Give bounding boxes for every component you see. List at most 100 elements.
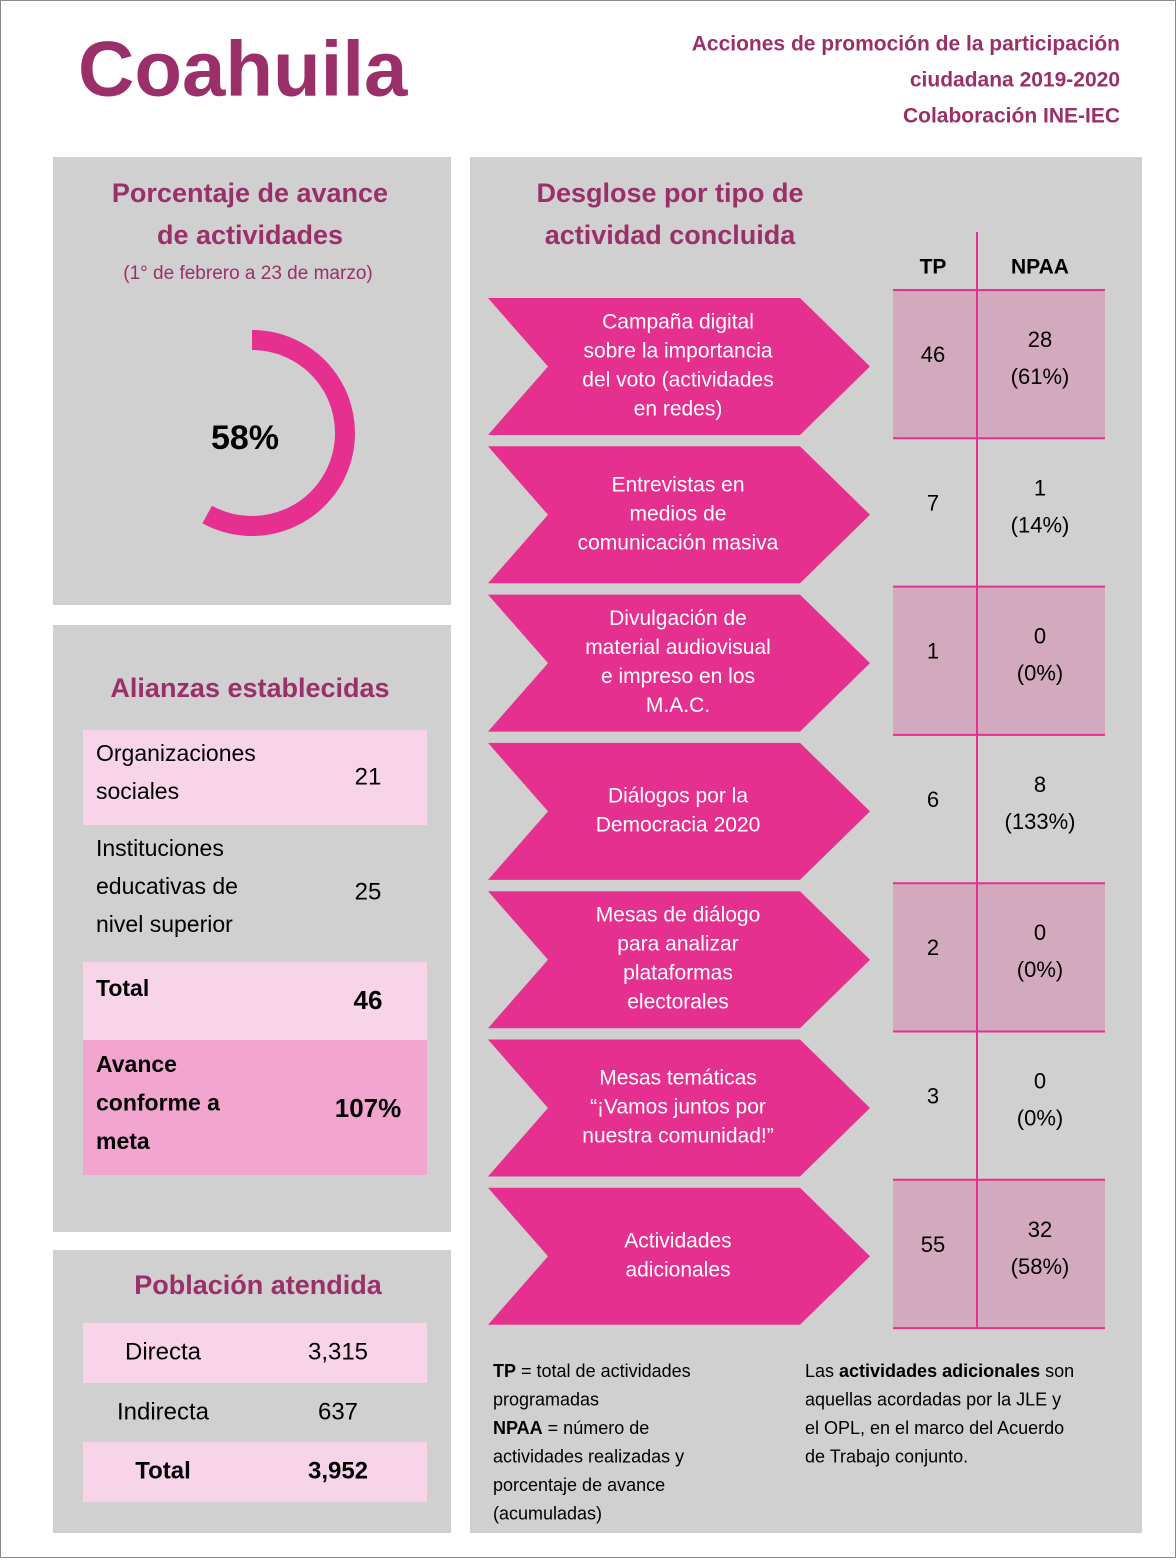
activity-label: Entrevistas en [611,473,744,496]
activity-label: Mesas de diálogo [596,904,761,927]
alliance-row-bg [83,962,427,1040]
note-line: TP = total de actividades [493,1361,691,1381]
population-label: Indirecta [117,1398,210,1425]
note-text: actividades realizadas y [493,1446,684,1466]
header-subtitle: Acciones de promoción de la participació… [692,33,1120,56]
note-text: (acumuladas) [493,1503,602,1523]
note-text: Las [805,1361,839,1381]
activity-label: nuestra comunidad!” [582,1125,773,1148]
activity-label: del voto (actividades [582,369,773,392]
population-title: Población atendida [134,1270,383,1300]
activity-label: electorales [627,991,729,1014]
npaa-value: 0 [1034,1068,1046,1093]
alliance-value: 21 [355,763,382,790]
npaa-value: 8 [1034,772,1046,797]
column-header: NPAA [1011,256,1069,279]
tp-value: 46 [921,342,945,367]
tp-value: 7 [927,490,939,515]
alliances-title: Alianzas establecidas [110,673,389,703]
population-row-bg [83,1442,427,1502]
note-text: NPAA [493,1418,543,1438]
activity-label: Diálogos por la [608,784,748,807]
cell-bg [893,586,1105,735]
activity-arrow [488,446,870,584]
note-text: programadas [493,1389,599,1409]
alliance-value: 25 [355,878,382,905]
npaa-value: 1 [1034,475,1046,500]
note-line: porcentaje de avance [493,1475,665,1495]
note-text: el OPL, en el marco del Acuerdo [805,1418,1064,1438]
tp-value: 55 [921,1232,945,1257]
activity-label: Actividades [624,1229,731,1252]
npaa-value: 0 [1034,920,1046,945]
npaa-value: (0%) [1017,957,1063,982]
alliance-label: Total [96,975,149,1001]
activity-label: medios de [630,502,727,525]
npaa-value: 28 [1028,327,1052,352]
note-text: aquellas acordadas por la JLE y [805,1389,1061,1409]
alliance-value: 107% [335,1093,402,1123]
note-text: TP [493,1361,516,1381]
population-label: Directa [125,1338,202,1365]
activity-arrow [488,1039,870,1177]
note-text: son [1040,1361,1074,1381]
population-value: 3,952 [308,1457,368,1484]
tp-value: 2 [927,935,939,960]
npaa-value: (0%) [1017,661,1063,686]
npaa-value: 0 [1034,624,1046,649]
npaa-value: (14%) [1011,512,1070,537]
page-title: Coahuila [78,25,408,113]
note-line: Las actividades adicionales son [805,1361,1074,1381]
alliance-label: Organizaciones [96,740,256,766]
activity-label: Divulgación de [609,607,747,630]
alliance-label: Avance [96,1051,177,1077]
npaa-value: (58%) [1011,1254,1070,1279]
progress-title: de actividades [157,220,343,250]
activity-label: para analizar [617,933,738,956]
activity-arrow [488,594,870,732]
npaa-value: (61%) [1011,364,1070,389]
progress-title: Porcentaje de avance [112,178,388,208]
note-text: = número de [543,1418,650,1438]
activity-arrow [488,298,870,435]
alliance-label: meta [96,1128,150,1154]
npaa-value: 32 [1028,1217,1052,1242]
tp-value: 1 [927,639,939,664]
activity-arrow [488,742,870,880]
cell-bg [893,290,1105,439]
alliance-row-bg [83,1040,427,1175]
note-text: = total de actividades [516,1361,691,1381]
header-subtitle: ciudadana 2019-2020 [910,69,1120,92]
breakdown-title: actividad concluida [545,220,797,250]
population-value: 637 [318,1398,358,1425]
activity-label: “¡Vamos juntos por [590,1096,766,1119]
activity-label: Campaña digital [602,311,754,334]
tp-value: 6 [927,787,939,812]
npaa-value: (0%) [1017,1105,1063,1130]
note-text: de Trabajo conjunto. [805,1446,968,1466]
alliance-label: nivel superior [96,911,233,937]
activity-label: Mesas temáticas [599,1067,757,1090]
activity-label: material audiovisual [585,636,771,659]
activity-label: sobre la importancia [583,340,772,363]
column-header: TP [920,256,947,279]
note-text: actividades adicionales [839,1361,1040,1381]
alliance-value: 46 [354,985,383,1015]
progress-period: (1° de febrero a 23 de marzo) [123,263,372,284]
tp-value: 3 [927,1083,939,1108]
activity-label: e impreso en los [601,665,755,688]
activity-label: plataformas [623,962,733,985]
population-label: Total [135,1457,191,1484]
alliance-label: conforme a [96,1090,220,1116]
activity-label: M.A.C. [646,694,710,717]
note-text: porcentaje de avance [493,1475,665,1495]
npaa-value: (133%) [1005,809,1076,834]
activity-label: comunicación masiva [578,531,779,554]
note-line: aquellas acordadas por la JLE y [805,1389,1061,1409]
population-value: 3,315 [308,1338,368,1365]
alliance-label: sociales [96,778,179,804]
activity-arrow [488,891,870,1029]
activity-label: adicionales [625,1258,730,1281]
